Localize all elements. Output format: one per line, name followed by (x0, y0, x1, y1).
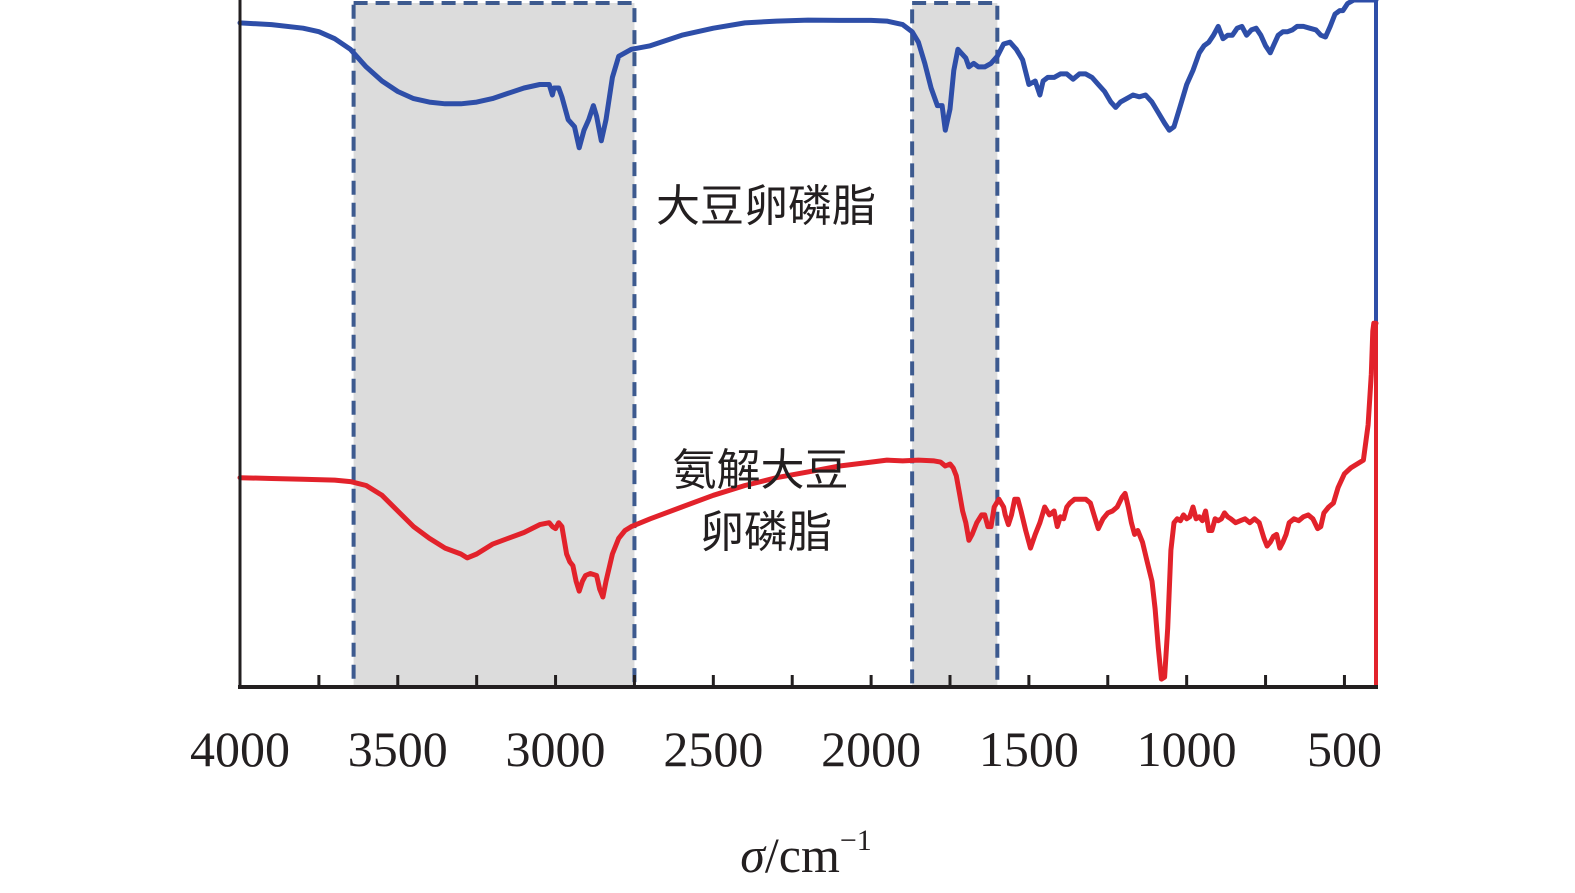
x-axis-title: σ/cm−1 (740, 824, 872, 883)
highlight-region-2 (910, 1, 1000, 689)
x-axis-unit: /cm (765, 827, 840, 883)
x-axis-unit-exponent: −1 (840, 824, 872, 857)
x-tick-label: 4000 (190, 721, 290, 777)
series-label-soy-lecithin: 大豆卵磷脂 (656, 182, 876, 231)
x-tick-label: 2000 (821, 721, 921, 777)
series-line-1 (237, 0, 1379, 151)
series-label-ammonolyzed-line-2: 卵磷脂 (700, 508, 832, 557)
series-line-2 (237, 320, 1379, 682)
x-axis-ticks: 4000 3500 3000 2500 2000 1500 1000 500 (190, 675, 1382, 777)
x-tick-label: 2500 (663, 721, 763, 777)
x-tick-label: 1500 (979, 721, 1079, 777)
series-label-ammonolyzed-line-1: 氨解大豆 (673, 446, 849, 495)
x-tick-label: 3500 (348, 721, 448, 777)
x-tick-label: 3000 (506, 721, 606, 777)
x-axis-symbol: σ (740, 827, 767, 883)
x-tick-label: 1000 (1137, 721, 1237, 777)
series-lines (237, 0, 1379, 687)
series-label-ammonolyzed-soy-lecithin: 氨解大豆 卵磷脂 (673, 446, 860, 557)
series-label-soy-lecithin-line-1: 大豆卵磷脂 (656, 182, 876, 231)
x-tick-label: 500 (1307, 721, 1382, 777)
